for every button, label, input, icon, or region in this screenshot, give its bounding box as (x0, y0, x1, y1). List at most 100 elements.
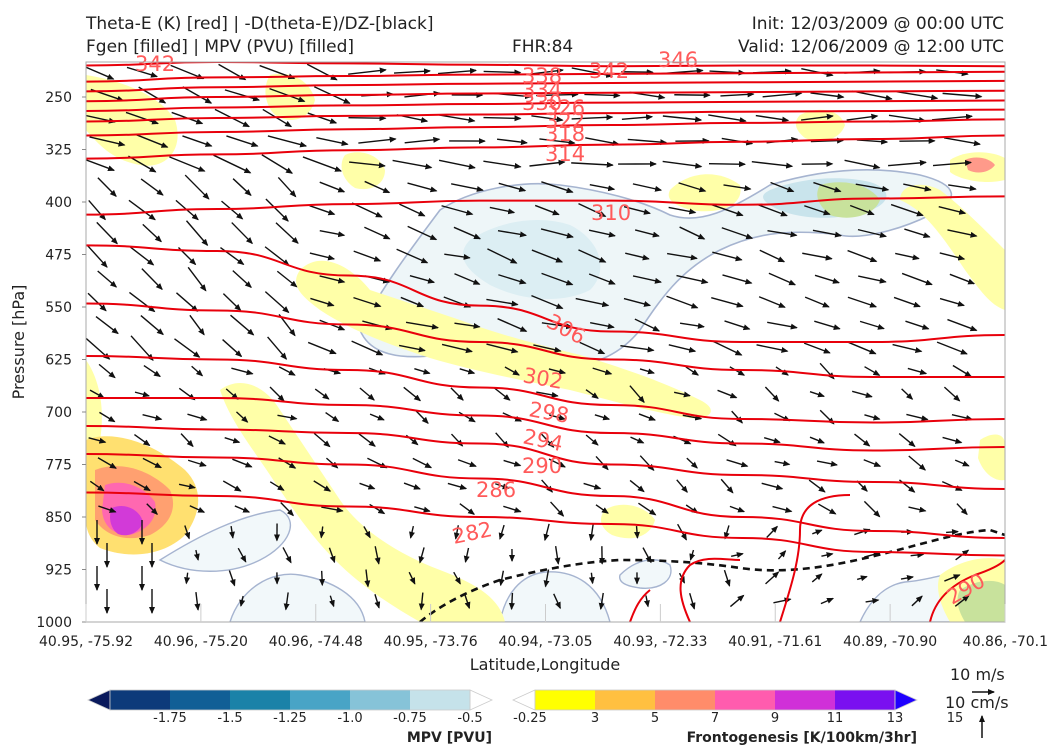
fgen-band-center-left (341, 152, 385, 190)
wind-vector (187, 459, 207, 467)
y-tick-label: 1000 (36, 615, 72, 631)
theta-e-contour-338 (86, 70, 1005, 83)
wind-vector (590, 321, 615, 330)
wind-vector (908, 455, 927, 471)
wind-vector (905, 320, 930, 330)
wind-vector (267, 135, 308, 148)
colorbar-tick-label: -1.0 (337, 711, 362, 726)
wind-vector (768, 272, 797, 286)
wind-vector (486, 298, 519, 307)
wind-vector (374, 546, 381, 565)
fgen-band-low-right (600, 504, 655, 539)
wind-vector (673, 391, 691, 398)
wind-vector (759, 249, 786, 263)
wind-vector (325, 411, 340, 423)
wind-vector (812, 529, 823, 536)
wind-vector (529, 159, 566, 167)
x-tick-label: 40.95, -73.76 (384, 634, 478, 650)
wind-vector (540, 228, 574, 239)
wind-vector (264, 291, 290, 314)
wind-vector (438, 159, 476, 170)
wind-vector (898, 433, 916, 448)
wind-vector (731, 552, 744, 558)
colorbar-segment (535, 690, 596, 710)
wind-vector (947, 318, 978, 332)
wind-vector (184, 572, 191, 585)
wind-vector (99, 411, 116, 423)
wind-vector (310, 297, 335, 307)
mpv-negative-core (462, 220, 601, 300)
wind-vector (364, 569, 371, 588)
wind-vector (907, 367, 928, 375)
wind-vector (541, 272, 574, 286)
wind-vector (575, 297, 610, 308)
wind-vector (224, 437, 241, 444)
wind-vector (812, 229, 843, 238)
wind-vector (821, 552, 834, 559)
wind-vector (856, 575, 868, 582)
colorbar-tick-label: 15 (947, 711, 964, 726)
contour-label: 326 (545, 96, 585, 120)
wind-vector (809, 436, 825, 444)
wind-vector (588, 229, 616, 238)
wind-vector (493, 387, 511, 401)
wind-vector (895, 252, 920, 261)
wind-vector (98, 363, 116, 379)
wind-vector (348, 115, 387, 122)
wind-vector (141, 268, 163, 291)
wind-vector (89, 136, 126, 147)
wind-vector (88, 437, 107, 444)
wind-vector (584, 92, 621, 99)
contour-label: 314 (545, 142, 585, 166)
wind-vector (758, 296, 786, 308)
wind-vector (711, 296, 744, 308)
wind-vector (682, 414, 703, 421)
fgen-band-right (900, 184, 1005, 310)
theta-e-contour-330 (86, 89, 1005, 103)
wind-vector (278, 366, 296, 376)
wind-vector (407, 225, 438, 241)
theta-e-contours (86, 62, 1005, 557)
wind-vector (620, 344, 655, 353)
wind-vector (813, 181, 842, 193)
wind-vector (264, 246, 290, 266)
wind-vector (766, 525, 778, 539)
wind-vector (662, 115, 703, 123)
wind-vector (595, 455, 609, 471)
wind-vector (222, 293, 242, 312)
wind-vector (508, 592, 515, 611)
wind-vector (232, 270, 252, 289)
wind-vector (554, 546, 561, 565)
wind-vector (364, 180, 391, 194)
wind-vector (942, 436, 963, 444)
wind-vector (668, 344, 697, 353)
wind-vector (142, 457, 162, 469)
wind-vector (533, 344, 562, 353)
wind-vector (629, 385, 645, 404)
wind-vector (307, 341, 337, 355)
wind-vector (269, 386, 285, 402)
wind-vector (531, 115, 564, 123)
x-tick-label: 40.89, -70.90 (843, 634, 937, 650)
wind-vector (890, 203, 924, 217)
wind-vector (756, 344, 789, 353)
wind-vector (280, 501, 294, 517)
wind-vector (393, 68, 431, 75)
wind-vector (820, 597, 835, 605)
chart-title-line-1: Theta-E (K) [red] | -D(theta-E)/DZ-[blac… (86, 14, 434, 34)
vector-key-horizontal-label: 10 m/s (950, 665, 1005, 684)
wind-vector (859, 320, 885, 330)
wind-vector (751, 161, 794, 169)
wind-vector (856, 138, 889, 145)
wind-vector (679, 226, 706, 240)
wind-vector (639, 368, 655, 375)
wind-vector (309, 204, 336, 216)
wind-vector (908, 506, 927, 513)
wind-vector (307, 112, 338, 124)
wind-vector (858, 275, 887, 284)
wind-vector (483, 115, 522, 122)
wind-vector (170, 64, 205, 80)
wind-vector (313, 432, 331, 448)
wind-vector (678, 182, 707, 193)
